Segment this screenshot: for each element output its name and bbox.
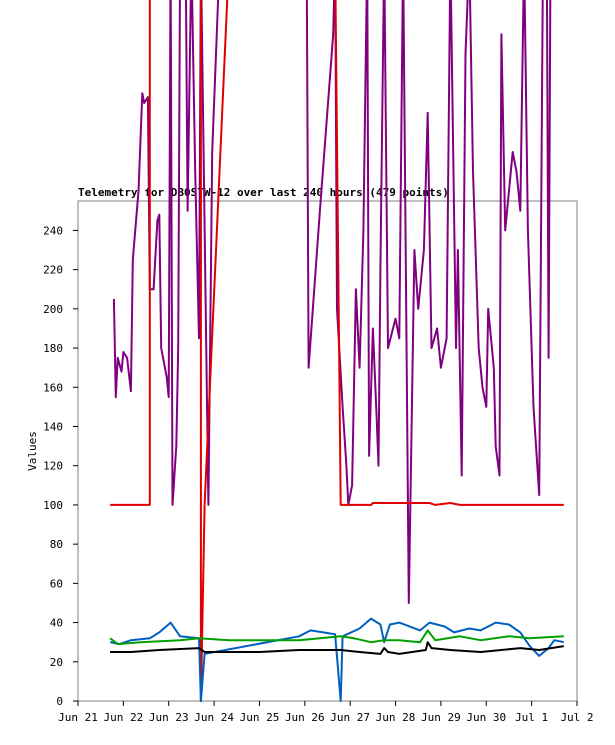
y-tick-label: 140 [43,420,63,433]
data-line [112,0,552,604]
data-line [109,617,565,702]
x-tick-label: Jul 2 [560,711,593,724]
y-tick-label: 100 [43,499,63,512]
data-line [110,641,564,655]
y-tick-label: 20 [50,656,63,669]
y-tick-label: 120 [43,460,63,473]
x-tick-label: Jun 30 [466,711,506,724]
y-tick-label: 40 [50,617,63,630]
data-line [109,629,564,646]
x-tick-label: Jul 1 [515,711,548,724]
x-tick-label: Jun 21 [58,711,98,724]
x-tick-label: Jun 27 [330,711,370,724]
y-axis-label: Values [26,431,39,471]
x-tick-label: Jun 22 [103,711,143,724]
x-tick-label: Jun 28 [376,711,416,724]
x-tick-label: Jun 24 [194,711,234,724]
x-tick-label: Jun 23 [149,711,189,724]
y-tick-label: 240 [43,224,63,237]
x-tick-label: Jun 26 [285,711,325,724]
data-line [110,0,564,702]
y-tick-label: 180 [43,342,63,355]
plot-frame [77,200,578,702]
y-tick-label: 60 [50,577,63,590]
x-tick-label: Jun 25 [240,711,280,724]
y-tick-label: 160 [43,381,63,394]
x-tick-label: Jun 29 [421,711,461,724]
y-tick-label: 0 [56,695,63,708]
y-tick-label: 220 [43,264,63,277]
y-tick-label: 200 [43,303,63,316]
y-tick-label: 80 [50,538,63,551]
chart-title: Telemetry for DB0STW-12 over last 240 ho… [78,186,449,199]
